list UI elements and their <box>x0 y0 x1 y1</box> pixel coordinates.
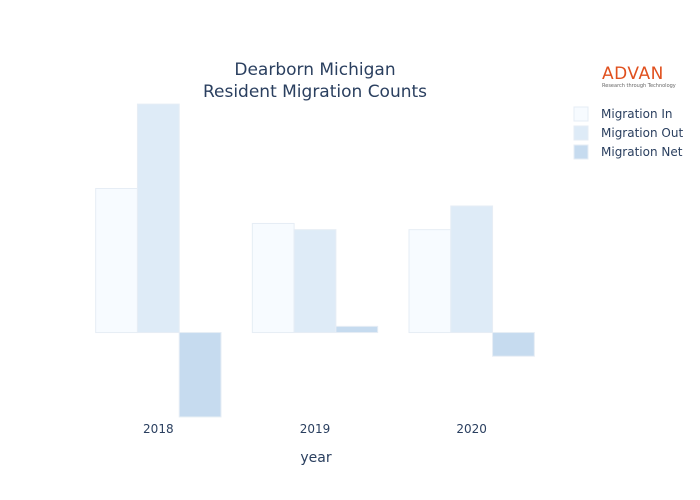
bar-migration-net-2018[interactable] <box>178 332 222 418</box>
legend-swatch-migration-in[interactable] <box>573 106 589 122</box>
bar-migration-out-2019[interactable] <box>293 229 337 334</box>
logo-wordmark: ADVAN <box>602 64 664 84</box>
bar-migration-net-2020[interactable] <box>492 332 535 357</box>
bar-migration-out-2020[interactable] <box>450 205 494 334</box>
bar-migration-in-2020[interactable] <box>408 229 452 334</box>
advan-logo: ADVAN Research through Technology <box>602 64 676 92</box>
x-tick-label-2020: 2020 <box>456 422 487 436</box>
chart-title-line-1: Dearborn Michigan <box>234 60 395 80</box>
bar-migration-in-2018[interactable] <box>95 187 138 334</box>
legend-label-migration-out[interactable]: Migration Out <box>601 126 683 140</box>
bar-migration-out-2018[interactable] <box>136 103 180 334</box>
legend-label-migration-net[interactable]: Migration Net <box>601 145 683 159</box>
x-tick-label-2019: 2019 <box>300 422 331 436</box>
bar-migration-net-2019[interactable] <box>335 325 379 334</box>
x-tick-label-2018: 2018 <box>143 422 174 436</box>
bar-migration-in-2019[interactable] <box>251 222 295 334</box>
chart-title-line-2: Resident Migration Counts <box>203 82 427 102</box>
legend[interactable]: Migration In Migration Out Migration Net <box>573 106 683 160</box>
bar-layer <box>95 103 535 418</box>
legend-label-migration-in[interactable]: Migration In <box>601 107 673 121</box>
x-tick-labels: 2018 2019 2020 <box>143 422 487 436</box>
logo-tagline: Research through Technology <box>602 83 676 89</box>
x-axis-title: year <box>300 450 331 466</box>
legend-swatch-migration-out[interactable] <box>573 125 589 141</box>
legend-swatch-migration-net[interactable] <box>573 144 589 160</box>
